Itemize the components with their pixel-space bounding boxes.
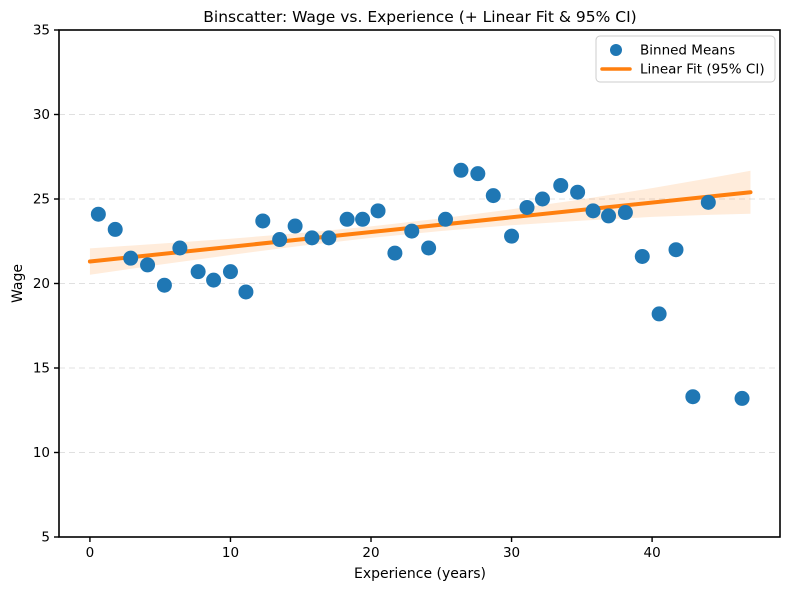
axes: 0 10 20 30 40 5 10 15 20 25 30 35 [33, 23, 781, 561]
y-tick-label: 25 [33, 192, 50, 208]
y-tick-label: 30 [33, 107, 50, 123]
scatter-point [90, 206, 106, 222]
fit-line [87, 190, 753, 264]
scatter-point [617, 205, 633, 221]
scatter-point [601, 208, 617, 224]
y-tick-label: 5 [41, 530, 50, 546]
scatter-point [700, 194, 716, 210]
x-axis-label: Experience (years) [354, 566, 486, 582]
x-tick-label: 40 [644, 545, 661, 561]
chart-title: Binscatter: Wage vs. Experience (+ Linea… [203, 8, 636, 26]
scatter-point [222, 264, 238, 280]
y-tick-label: 10 [33, 445, 50, 461]
scatter-point [255, 213, 271, 229]
scatter-point [107, 221, 123, 237]
scatter-point [585, 203, 601, 219]
scatter-point [668, 242, 684, 258]
scatter-point [519, 199, 535, 215]
scatter-point [685, 389, 701, 405]
x-tick-label: 20 [362, 545, 379, 561]
scatter-point [370, 203, 386, 219]
scatter-points [90, 162, 750, 406]
x-tick-label: 10 [222, 545, 239, 561]
scatter-point [272, 232, 288, 248]
fit-line-path [87, 190, 753, 264]
scatter-point [287, 218, 303, 234]
scatter-point [534, 191, 550, 207]
scatter-point [387, 245, 403, 261]
scatter-point [421, 240, 437, 256]
legend-box [595, 35, 776, 83]
legend-label-linear-fit: Linear Fit (95% CI) [640, 62, 765, 78]
scatter-point [304, 230, 320, 246]
scatter-point [651, 306, 667, 322]
confidence-band [89, 170, 751, 275]
legend-marker-binned-means-icon [610, 44, 622, 56]
scatter-point [470, 166, 486, 182]
x-tick-label: 30 [503, 545, 520, 561]
scatter-point [190, 264, 206, 280]
x-tick-label: 0 [86, 545, 95, 561]
scatter-point [734, 390, 750, 406]
scatter-point [321, 230, 337, 246]
gridlines [59, 114, 780, 453]
scatter-point [570, 184, 586, 200]
scatter-point [140, 257, 156, 273]
scatter-point [504, 228, 520, 244]
scatter-point [206, 272, 222, 288]
scatter-point [438, 211, 454, 227]
scatter-point [404, 223, 420, 239]
scatter-point [485, 188, 501, 204]
scatter-point [156, 277, 172, 293]
scatter-point [123, 250, 139, 266]
legend-label-binned-means: Binned Means [640, 43, 735, 59]
y-axis-label: Wage [10, 264, 26, 303]
ci-band-area [89, 170, 751, 275]
y-tick-label: 35 [33, 23, 50, 39]
y-tick-label: 20 [33, 276, 50, 292]
scatter-point [634, 248, 650, 264]
scatter-point [553, 177, 569, 193]
scatter-point [339, 211, 355, 227]
scatter-point [172, 240, 188, 256]
scatter-point [453, 162, 469, 178]
scatter-point [355, 211, 371, 227]
y-tick-label: 15 [33, 361, 50, 377]
legend: Binned Means Linear Fit (95% CI) [595, 35, 776, 83]
scatter-point [238, 284, 254, 300]
